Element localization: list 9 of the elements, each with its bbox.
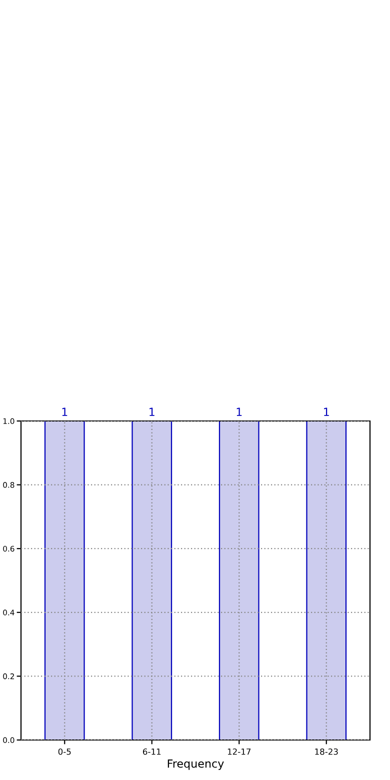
x-axis-title: Frequency — [168, 760, 224, 770]
x-tick-label: 0-5 — [58, 748, 71, 755]
x-tick-label: 6-11 — [143, 748, 161, 755]
data-label: 1 — [62, 408, 68, 416]
data-label: 1 — [150, 408, 154, 416]
x-tick-label: 12-17 — [228, 748, 251, 755]
data-label: 1 — [324, 408, 329, 416]
x-tick-label: 18-23 — [315, 748, 338, 755]
data-label: 1 — [236, 408, 242, 416]
